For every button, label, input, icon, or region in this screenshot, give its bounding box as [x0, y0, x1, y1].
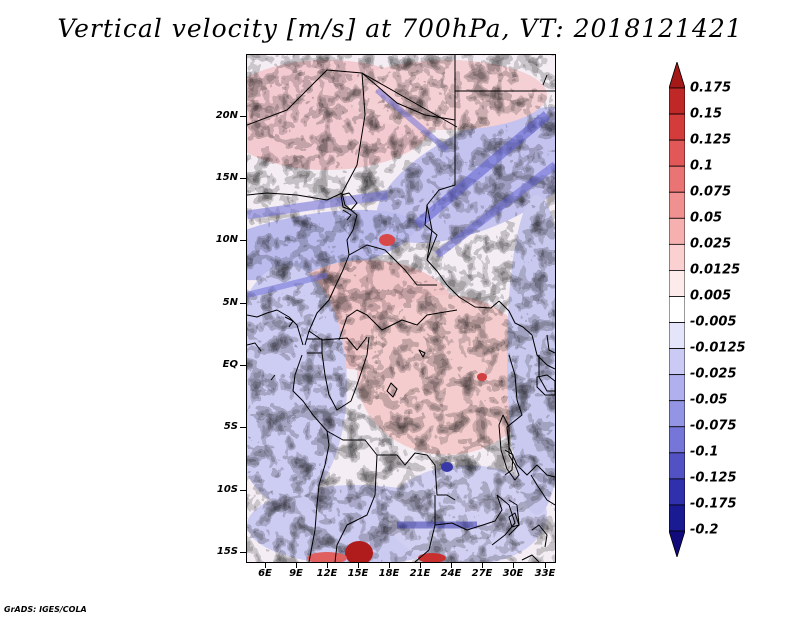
lon-tick-label: 15E — [347, 568, 369, 579]
lat-tick-label: 5N — [222, 297, 238, 308]
colorbar-label: 0.15 — [690, 106, 723, 122]
colorbar-label: -0.1 — [690, 444, 719, 460]
blue-streaks — [247, 87, 555, 529]
colorbar-label: -0.125 — [690, 470, 737, 486]
lat-tick-label: 10N — [215, 234, 238, 245]
lat-tick — [240, 303, 246, 304]
colorbar-segment — [669, 191, 685, 219]
colorbar-label: 0.1 — [690, 158, 714, 174]
lat-tick — [240, 490, 246, 491]
red-hotspots — [307, 234, 487, 562]
colorbar-segment — [669, 113, 685, 141]
lat-tick — [240, 427, 246, 428]
colorbar-segment — [669, 87, 685, 115]
colorbar-segment — [669, 400, 685, 428]
lon-tick — [513, 563, 514, 568]
colorbar-segment — [669, 452, 685, 480]
colorbar-label: 0.175 — [690, 80, 732, 96]
colorbar-label: 0.005 — [690, 288, 732, 304]
colorbar-label: 0.075 — [690, 184, 732, 200]
colorbar-segment — [669, 296, 685, 323]
colorbar-label: 0.125 — [690, 132, 732, 148]
colorbar-label: -0.05 — [690, 392, 728, 408]
lon-tick-label: 21E — [409, 568, 431, 579]
lat-tick — [240, 240, 246, 241]
colorbar-label: -0.005 — [690, 314, 737, 330]
lon-tick — [296, 563, 297, 568]
lon-tick-label: 6E — [258, 568, 272, 579]
colorbar-label: -0.075 — [690, 418, 737, 434]
lon-tick — [327, 563, 328, 568]
lat-tick — [240, 116, 246, 117]
lon-tick-label: 27E — [471, 568, 493, 579]
lon-tick — [451, 563, 452, 568]
colorbar-segment — [669, 348, 685, 376]
lon-tick — [389, 563, 390, 568]
lat-tick — [240, 178, 246, 179]
colorbar-label: -0.2 — [690, 522, 719, 538]
colorbar — [669, 62, 685, 557]
lon-tick-label: 30E — [502, 568, 524, 579]
country-boundaries — [247, 55, 555, 562]
lon-tick — [545, 563, 546, 568]
colorbar-segment — [669, 270, 685, 297]
map-title: Vertical velocity [m/s] at 700hPa, VT: 2… — [57, 14, 743, 43]
colorbar-segment — [669, 165, 685, 193]
colorbar-segment — [669, 530, 685, 557]
lon-tick-label: 12E — [316, 568, 338, 579]
colorbar-segment — [669, 217, 685, 245]
colorbar-label: 0.0125 — [690, 262, 741, 278]
colorbar-segment — [669, 504, 685, 532]
lat-tick-label: 20N — [215, 110, 238, 121]
lat-tick-label: 5S — [223, 421, 238, 432]
lon-tick — [482, 563, 483, 568]
colorbar-segment — [669, 478, 685, 506]
colorbar-label: -0.025 — [690, 366, 737, 382]
lon-tick — [265, 563, 266, 568]
lat-tick — [240, 365, 246, 366]
colorbar-segment — [669, 374, 685, 402]
lon-tick-label: 33E — [534, 568, 556, 579]
lon-tick — [420, 563, 421, 568]
lat-tick-label: 15S — [216, 546, 238, 557]
colorbar-segment — [669, 62, 685, 89]
lat-tick-label: 10S — [216, 484, 238, 495]
colorbar-label: -0.0125 — [690, 340, 746, 356]
colorbar-segment — [669, 139, 685, 167]
lon-tick-label: 18E — [378, 568, 400, 579]
lon-tick-label: 24E — [440, 568, 462, 579]
credit-text: GrADS: IGES/COLA — [4, 605, 87, 614]
lat-tick — [240, 552, 246, 553]
colorbar-label: 0.05 — [690, 210, 723, 226]
lon-tick-label: 9E — [289, 568, 303, 579]
colorbar-label: -0.175 — [690, 496, 737, 512]
colorbar-segment — [669, 322, 685, 349]
colorbar-segment — [669, 243, 685, 271]
velocity-field — [247, 55, 555, 562]
lat-tick-label: 15N — [215, 172, 238, 183]
colorbar-segment — [669, 426, 685, 454]
lat-tick-label: EQ — [222, 359, 238, 370]
map-plot-area — [246, 54, 556, 563]
colorbar-label: 0.025 — [690, 236, 732, 252]
lon-tick — [358, 563, 359, 568]
